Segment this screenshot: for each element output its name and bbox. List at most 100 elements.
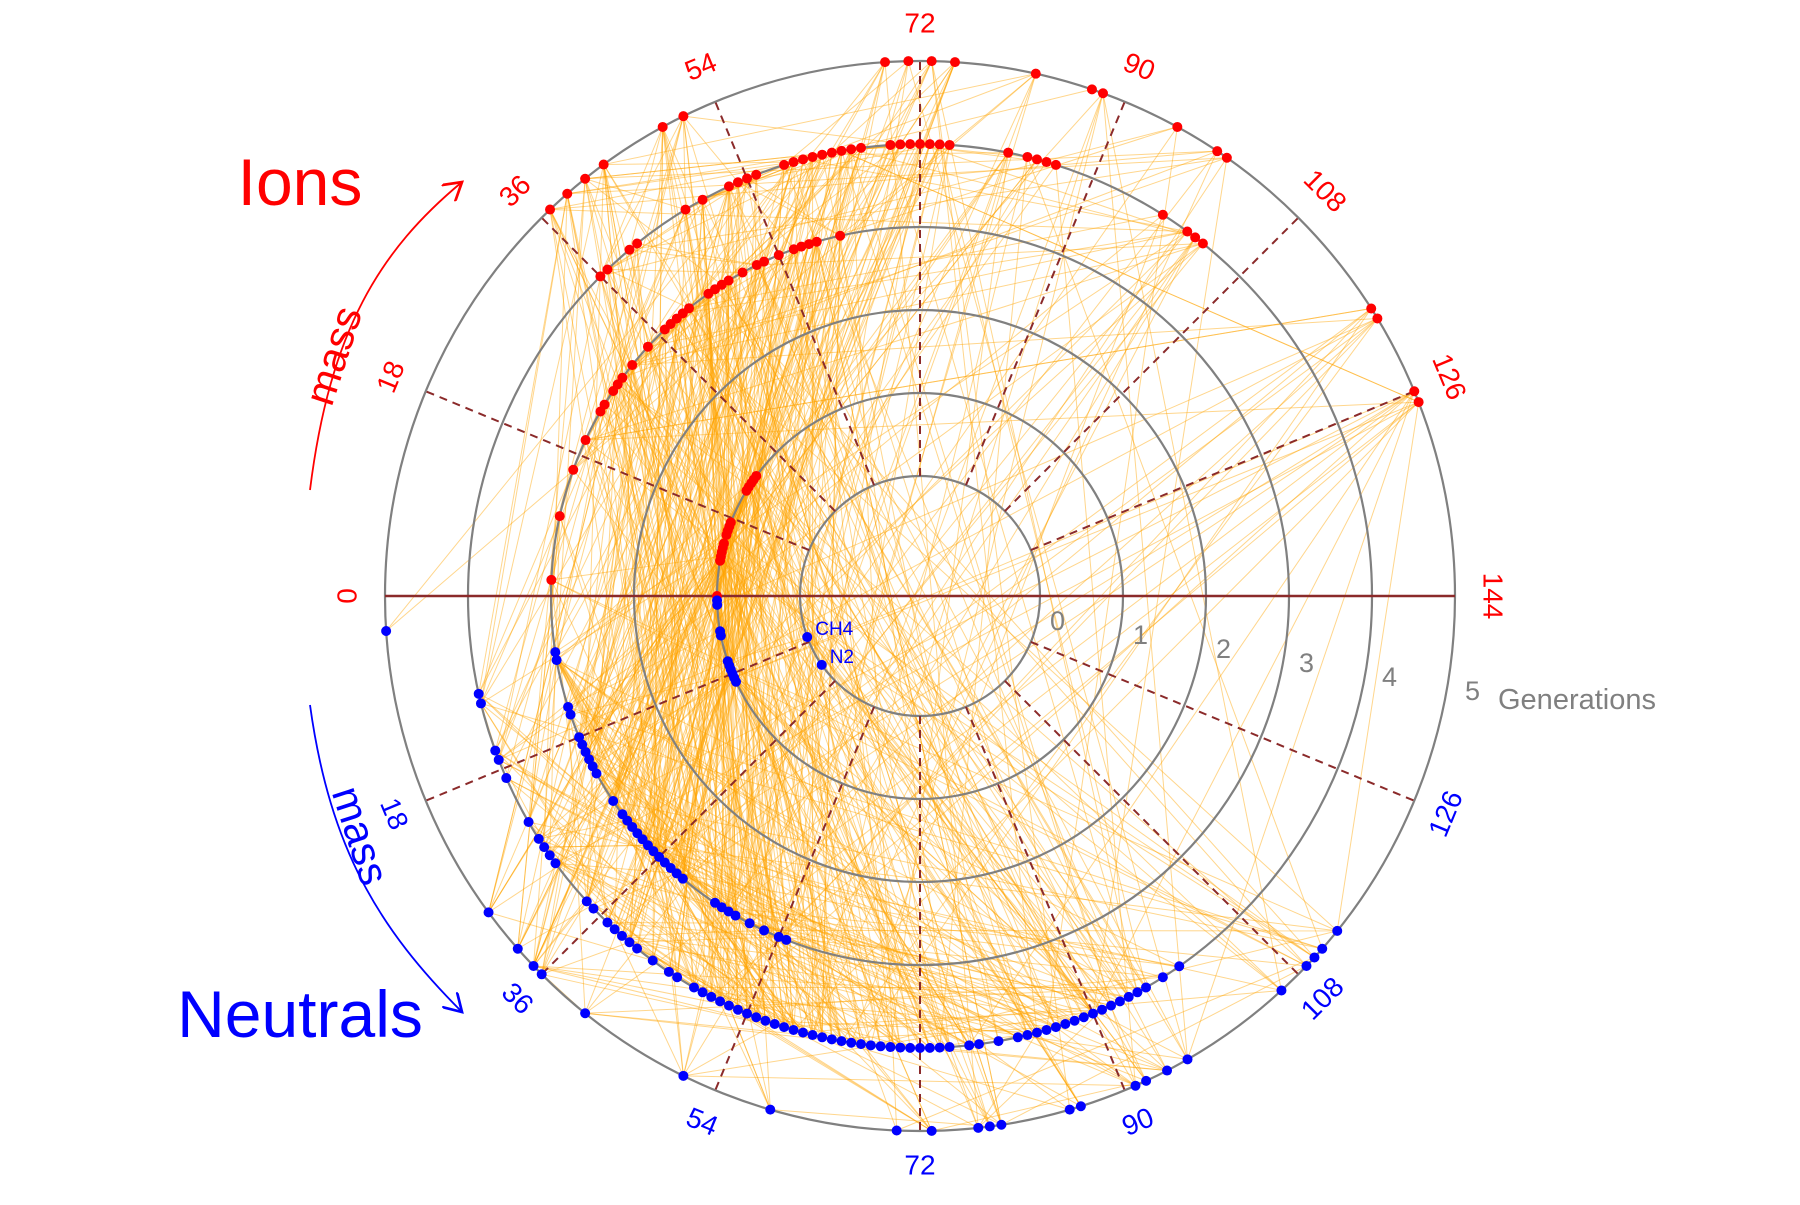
- neutral-point: [1079, 1012, 1089, 1022]
- ion-point: [935, 139, 945, 149]
- ion-mass-tick-label: 126: [1426, 349, 1473, 404]
- ion-point: [678, 111, 688, 121]
- neutral-point: [1070, 1016, 1080, 1026]
- ion-mass-tick-label: 18: [370, 356, 411, 397]
- ion-point: [724, 276, 734, 286]
- neutral-point: [591, 768, 601, 778]
- neutral-point: [588, 904, 598, 914]
- neutral-point: [993, 1036, 1003, 1046]
- neutral-point: [817, 1032, 827, 1042]
- reaction-link: [555, 863, 998, 1041]
- neutral-point: [494, 755, 504, 765]
- neutral-point: [1309, 952, 1319, 962]
- neutral-point: [808, 1030, 818, 1040]
- ion-point: [1031, 69, 1041, 79]
- ion-point: [812, 237, 822, 247]
- neutral-point: [632, 944, 642, 954]
- neutral-point: [513, 944, 523, 954]
- neutral-point: [1124, 992, 1134, 1002]
- ion-point: [856, 143, 866, 153]
- ion-point: [1366, 304, 1376, 314]
- neutral-point: [1183, 1054, 1193, 1064]
- ring-label: 1: [1133, 620, 1148, 650]
- ion-point: [658, 122, 668, 132]
- neutral-point: [724, 1001, 734, 1011]
- neutral-mass-tick-label: 54: [682, 1101, 723, 1142]
- neutral-point: [779, 1022, 789, 1032]
- neutral-mass-tick-label: 126: [1422, 786, 1469, 841]
- neutral-point: [1115, 996, 1125, 1006]
- neutral-point: [802, 632, 812, 642]
- reaction-link: [585, 151, 1217, 179]
- neutral-point: [678, 1071, 688, 1081]
- ion-point: [927, 56, 937, 66]
- neutral-point: [1301, 961, 1311, 971]
- ion-point: [599, 160, 609, 170]
- ion-point: [545, 205, 555, 215]
- neutral-point: [945, 1042, 955, 1052]
- ion-point: [1051, 160, 1061, 170]
- ion-point: [726, 517, 736, 527]
- neutral-point: [892, 1125, 902, 1135]
- ion-point: [779, 160, 789, 170]
- reaction-link: [932, 61, 1138, 992]
- ion-point: [1098, 88, 1108, 98]
- neutral-point: [927, 1126, 937, 1136]
- ion-point: [546, 575, 556, 585]
- neutral-point: [678, 874, 688, 884]
- reaction-link: [632, 318, 1377, 365]
- neutral-point: [731, 911, 741, 921]
- ring-label: 2: [1216, 634, 1231, 664]
- neutral-point: [1158, 972, 1168, 982]
- ion-point: [945, 140, 955, 150]
- ion-point: [581, 435, 591, 445]
- ion-point: [632, 238, 642, 248]
- ion-mass-tick-label: 54: [680, 46, 721, 87]
- ion-point: [568, 465, 578, 475]
- neutral-point: [608, 796, 618, 806]
- neutral-point: [476, 698, 486, 708]
- neutral-point: [534, 834, 544, 844]
- neutral-point: [566, 710, 576, 720]
- ion-point: [837, 146, 847, 156]
- neutral-point: [742, 1009, 752, 1019]
- ion-point: [751, 471, 761, 481]
- ion-point: [885, 140, 895, 150]
- ions-label: Ions: [238, 145, 363, 219]
- neutral-point: [856, 1039, 866, 1049]
- neutral-point: [770, 1019, 780, 1029]
- neutral-point: [1174, 961, 1184, 971]
- neutral-point: [716, 631, 726, 641]
- ion-point: [643, 342, 653, 352]
- ion-point: [808, 152, 818, 162]
- neutral-point: [846, 1038, 856, 1048]
- ion-point: [600, 400, 610, 410]
- ion-point: [742, 173, 752, 183]
- neutral-point: [501, 773, 511, 783]
- neutral-point: [1060, 1019, 1070, 1029]
- mass-spokes: [385, 61, 1455, 1131]
- neutral-point: [664, 967, 674, 977]
- ion-point: [827, 148, 837, 158]
- ion-point: [580, 174, 590, 184]
- ring-label: 0: [1050, 606, 1065, 636]
- ring-label: 3: [1299, 648, 1314, 678]
- reaction-link: [544, 194, 567, 847]
- mass-spoke: [1031, 391, 1414, 550]
- neutral-point: [698, 987, 708, 997]
- ion-point: [846, 144, 856, 154]
- ion-point: [1212, 146, 1222, 156]
- ion-point: [1198, 238, 1208, 248]
- ion-point: [880, 57, 890, 67]
- neutral-point: [731, 677, 741, 687]
- neutral-point: [490, 746, 500, 756]
- neutral-mass-tick-label: 90: [1117, 1101, 1158, 1142]
- ring-label: 5: [1465, 676, 1480, 706]
- reaction-link: [479, 194, 568, 694]
- neutral-point: [817, 660, 827, 670]
- neutral-point: [827, 1034, 837, 1044]
- seed-species-label: N2: [830, 647, 854, 668]
- neutral-point: [1141, 1076, 1151, 1086]
- neutral-point: [895, 1043, 905, 1053]
- neutral-mass-tick-label: 72: [904, 1149, 935, 1180]
